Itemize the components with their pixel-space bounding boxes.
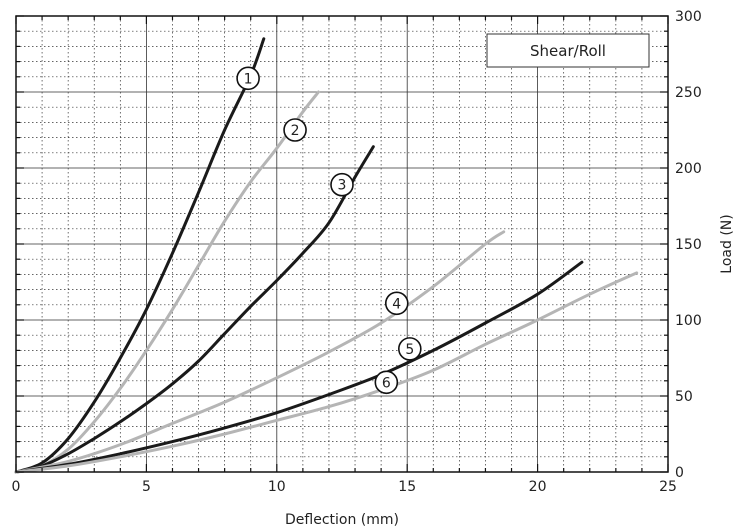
y-tick-label: 0 [675, 465, 684, 481]
legend-text: Shear/Roll [530, 42, 606, 60]
curve-2 [14, 90, 320, 474]
y-tick-labels: 0 50 100 150 200 250 300 [675, 9, 702, 481]
curve-1 [14, 37, 266, 474]
y-tick-label: 100 [675, 313, 702, 329]
curve-label-circle [384, 291, 409, 316]
x-tick-label: 25 [659, 479, 677, 495]
y-tick-label: 150 [675, 237, 702, 253]
x-tick-label: 0 [12, 479, 21, 495]
curve-label-circle [374, 370, 399, 395]
curve-label-4: 4 [384, 291, 409, 316]
curve-4 [14, 230, 506, 474]
legend-rect [486, 33, 650, 68]
curve-label-circle [283, 118, 307, 142]
x-tick-label: 5 [142, 479, 151, 495]
curve-label-number: 5 [405, 342, 414, 358]
legend-box: Shear/Roll [486, 33, 650, 68]
curve-label-3: 3 [330, 172, 354, 197]
curve-label-circle [330, 172, 354, 197]
curve-label-5: 5 [398, 337, 422, 361]
curve-label-number: 6 [382, 375, 391, 391]
curve-label-number: 3 [338, 178, 347, 194]
y-tick-label: 250 [675, 85, 702, 101]
curve-label-circle [398, 337, 422, 361]
x-tick-label: 15 [398, 479, 416, 495]
curve-label-number: 4 [392, 296, 401, 312]
y-tick-label: 300 [675, 9, 702, 25]
curve-6 [14, 271, 639, 474]
curve-3 [14, 145, 375, 474]
x-tick-labels: 0 5 10 15 20 25 [12, 479, 677, 495]
x-axis-title: Deflection (mm) [285, 512, 399, 528]
series-curves [14, 37, 639, 474]
x-tick-label: 10 [268, 479, 286, 495]
curve-label-circle [236, 66, 260, 91]
curve-label-2: 2 [283, 118, 307, 142]
curve-5 [14, 260, 584, 474]
curve-label-number: 2 [291, 123, 300, 139]
curve-label-6: 6 [374, 370, 399, 395]
y-tick-label: 200 [675, 161, 702, 177]
y-tick-label: 50 [675, 389, 693, 405]
curve-label-number: 1 [244, 71, 253, 87]
x-tick-label: 20 [529, 479, 547, 495]
axis-ticks [15, 15, 669, 473]
curve-label-1: 1 [236, 66, 260, 91]
y-axis-title: Load (N) [719, 214, 735, 273]
curve-labels: 1 2 3 4 5 6 [236, 66, 422, 395]
